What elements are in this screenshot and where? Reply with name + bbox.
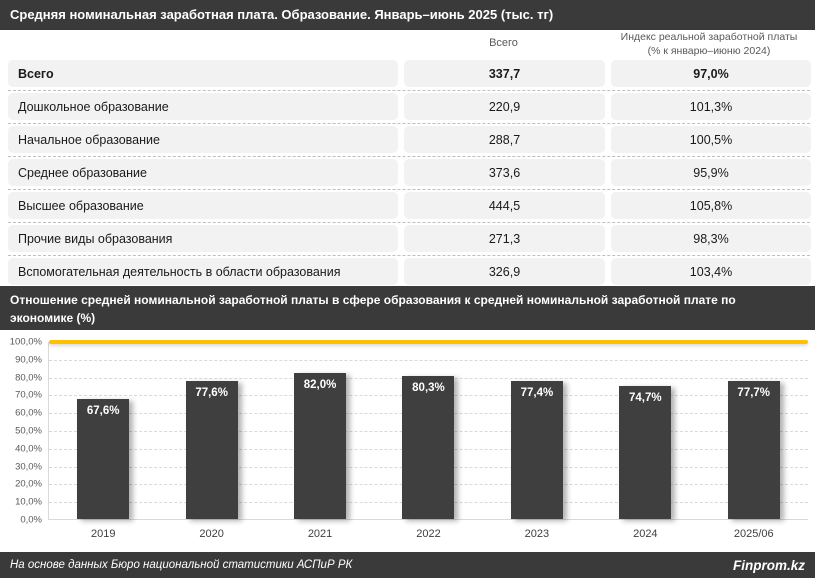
bar-slot: 77,6% 2020	[157, 342, 265, 540]
bar-2021: 82,0%	[294, 373, 347, 519]
bar-slot: 74,7% 2024	[591, 342, 699, 540]
plot-area: 67,6% 2019 77,6% 2020 82,0% 2021 80,3% 2022 77,4…	[48, 340, 808, 540]
bar-slot: 77,4% 2023	[483, 342, 591, 540]
bar-slot: 80,3% 2022	[374, 342, 482, 540]
y-tick-label: 90,0%	[15, 354, 42, 366]
bar-chart: 100,0% 90,0% 80,0% 70,0% 60,0% 50,0% 40,0% 30,0…	[0, 337, 815, 552]
y-tick-label: 80,0%	[15, 372, 42, 384]
page-title: Средняя номинальная заработная плата. Об…	[0, 0, 815, 30]
table-row: Вспомогательная деятельность в области о…	[0, 258, 815, 285]
row-label: Среднее образование	[8, 159, 398, 186]
table-body: Всего 337,7 97,0% Дошкольное образование 220…	[0, 60, 815, 291]
bar-2025/06: 77,7%	[727, 380, 780, 519]
y-tick-label: 0,0%	[20, 514, 42, 526]
data-source-note: На основе данных Бюро национальной стати…	[10, 559, 353, 571]
row-value: 326,9	[404, 258, 605, 285]
footer-bar: На основе данных Бюро национальной стати…	[0, 552, 815, 578]
y-tick-label: 20,0%	[15, 478, 42, 490]
bar-value-label: 77,6%	[195, 386, 228, 399]
y-tick-label: 70,0%	[15, 389, 42, 401]
y-tick-label: 50,0%	[15, 425, 42, 437]
y-tick-label: 60,0%	[15, 407, 42, 419]
x-axis-label: 2022	[416, 528, 441, 540]
brand-logo: Finprom.kz	[732, 557, 805, 573]
bar-value-label: 67,6%	[86, 404, 120, 417]
x-axis-label: 2025/06	[733, 528, 774, 540]
row-value: 271,3	[404, 225, 605, 252]
table-row: Прочие виды образования 271,3 98,3%	[0, 225, 815, 256]
table-row: Высшее образование 444,5 105,8%	[0, 192, 815, 223]
bar-value-label: 80,3%	[412, 382, 445, 395]
row-index: 95,9%	[611, 159, 811, 186]
row-label: Начальное образование	[8, 126, 398, 153]
row-value: 373,6	[404, 159, 605, 186]
row-index: 98,3%	[611, 225, 811, 252]
bar-slot: 67,6% 2019	[49, 342, 157, 540]
column-header-index: Индекс реальной заработной платы (% к ян…	[608, 31, 810, 58]
row-label: Дошкольное образование	[8, 93, 398, 120]
column-header-index-line1: Индекс реальной заработной платы	[620, 31, 798, 43]
row-index: 100,5%	[611, 126, 811, 153]
bar-2020: 77,6%	[185, 380, 238, 519]
column-header-index-line2: (% к январю–июню 2024)	[647, 44, 771, 57]
table-row: Всего 337,7 97,0%	[0, 60, 815, 91]
bar-value-label: 82,0%	[303, 379, 337, 392]
row-label: Высшее образование	[8, 192, 398, 219]
row-value: 288,7	[404, 126, 605, 153]
table-row: Начальное образование 288,7 100,5%	[0, 126, 815, 157]
chart-title: Отношение средней номинальной заработной…	[0, 286, 815, 330]
row-label: Вспомогательная деятельность в области о…	[8, 258, 398, 285]
row-index: 103,4%	[611, 258, 811, 285]
gridline	[49, 359, 808, 361]
bar-slot: 77,7% 2025/06	[700, 342, 808, 540]
row-value: 337,7	[404, 60, 605, 87]
table-row: Среднее образование 373,6 95,9%	[0, 159, 815, 190]
row-index: 105,8%	[611, 192, 811, 219]
x-axis-label: 2021	[307, 528, 333, 540]
bar-value-label: 77,7%	[737, 386, 771, 399]
x-axis-label: 2019	[90, 528, 116, 540]
bar-2022: 80,3%	[402, 376, 455, 519]
row-index: 101,3%	[611, 93, 811, 120]
x-axis-label: 2020	[199, 528, 224, 540]
x-axis-label: 2024	[633, 528, 658, 540]
row-label: Всего	[8, 60, 398, 87]
row-label: Прочие виды образования	[8, 225, 398, 252]
bar-2019: 67,6%	[77, 398, 130, 519]
y-tick-label: 100,0%	[9, 336, 42, 348]
bar-value-label: 77,4%	[520, 387, 554, 400]
y-tick-label: 10,0%	[15, 496, 42, 508]
table-row: Дошкольное образование 220,9 101,3%	[0, 93, 815, 124]
bars: 67,6% 2019 77,6% 2020 82,0% 2021 80,3% 2022 77,4…	[49, 342, 808, 540]
column-header-total: Всего	[489, 37, 518, 49]
row-value: 444,5	[404, 192, 605, 219]
bar-2024: 74,7%	[619, 386, 672, 519]
y-tick-label: 40,0%	[15, 443, 42, 455]
y-axis-labels: 100,0% 90,0% 80,0% 70,0% 60,0% 50,0% 40,0% 30,0…	[0, 337, 42, 526]
bar-2023: 77,4%	[510, 381, 563, 519]
bar-slot: 82,0% 2021	[266, 342, 374, 540]
bar-value-label: 74,7%	[629, 392, 662, 405]
y-tick-label: 30,0%	[15, 461, 42, 473]
row-value: 220,9	[404, 93, 605, 120]
row-index: 97,0%	[611, 60, 811, 87]
x-axis-label: 2023	[524, 528, 550, 540]
reference-line-100pct	[49, 340, 808, 344]
